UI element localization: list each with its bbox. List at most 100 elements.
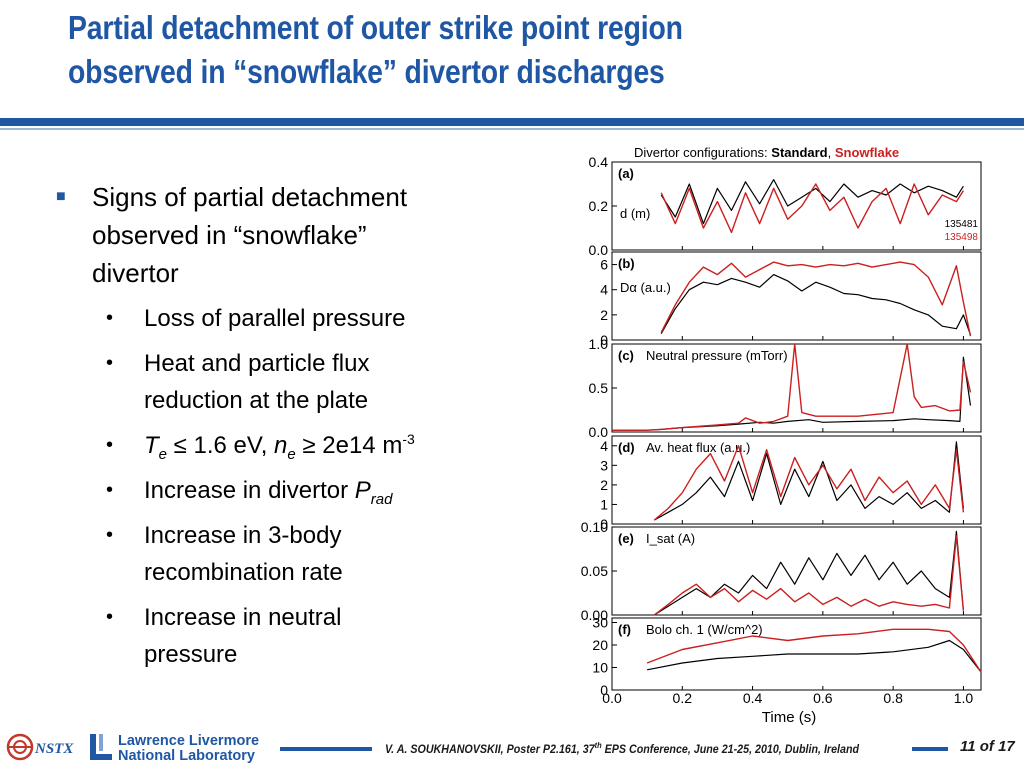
sub-bullet-neutral: • Increase in neutral pressure [56, 599, 526, 673]
figure-header: Divertor configurations: Standard, Snowf… [634, 145, 899, 160]
bullet-list: ■ Signs of partial detachment observed i… [56, 178, 526, 681]
prad-symbol: P [354, 477, 371, 504]
series-line-standard [660, 274, 972, 336]
panel-annotation: Bolo ch. 1 (W/cm^2) [646, 622, 763, 637]
panel-frame [611, 435, 982, 525]
footer-citation-sup: th [594, 741, 602, 750]
x-tick-label: 0.0 [602, 690, 622, 706]
y-tick-label: 20 [592, 637, 608, 653]
x-tick-label: 0.8 [883, 690, 903, 706]
sub-bullet-text: reduction at the plate [144, 387, 369, 414]
series-line-standard [646, 639, 982, 673]
title-underline [0, 118, 1024, 126]
ne-symbol: n [274, 432, 288, 459]
header-prefix: Divertor configurations: [634, 145, 771, 160]
nstx-logo-text: NSTX [34, 741, 74, 757]
series-line-standard [653, 530, 964, 616]
y-tick-label: 6 [600, 257, 608, 273]
sub-bullet-prad: • Increase in divertor Prad [56, 472, 526, 509]
prad-subscript: rad [370, 490, 393, 508]
te-symbol: T [144, 432, 159, 459]
ne-exponent: -3 [402, 431, 415, 447]
y-tick-label: 2 [600, 307, 608, 323]
main-bullet-line-3: divertor [92, 258, 179, 288]
x-tick-label: 0.6 [813, 690, 833, 706]
square-bullet-icon: ■ [56, 188, 66, 205]
series-line-snowflake [660, 261, 972, 337]
y-tick-label: 0.2 [589, 198, 609, 214]
y-tick-label: 10 [592, 660, 608, 676]
y-tick-label: 4 [600, 282, 608, 298]
dot-bullet-icon: • [106, 606, 114, 628]
main-bullet: ■ Signs of partial detachment observed i… [56, 178, 526, 292]
series-line-snowflake [653, 445, 965, 521]
y-tick-label: 0.4 [589, 154, 609, 170]
y-tick-label: 0.0 [589, 424, 609, 440]
shot-standard: 135481 [945, 219, 979, 230]
sub-bullet-text: Increase in neutral [144, 604, 342, 631]
series-line-standard [612, 356, 972, 431]
te-subscript: e [158, 445, 168, 463]
panel-label: (f) [618, 622, 631, 637]
sub-bullet-text: Loss of parallel pressure [144, 305, 406, 332]
shot-snowflake: 135498 [945, 232, 979, 243]
main-bullet-line-1: Signs of partial detachment [92, 182, 408, 212]
panel-frame [611, 617, 982, 691]
dot-bullet-icon: • [106, 352, 114, 374]
y-tick-label: 3 [600, 457, 608, 473]
title-line-2: observed in “snowflake” divertor dischar… [68, 53, 665, 90]
series-line-snowflake [653, 535, 965, 616]
series-line-snowflake [660, 183, 964, 234]
title-line-1: Partial detachment of outer strike point… [68, 9, 683, 46]
panel-annotation: d (m) [620, 206, 650, 221]
y-tick-label: 0.0 [589, 242, 609, 258]
panel-annotation: Av. heat flux (a.u.) [646, 440, 750, 455]
header-snowflake: Snowflake [835, 145, 899, 160]
dot-bullet-icon: • [106, 479, 114, 501]
y-tick-label: 0.10 [581, 519, 608, 535]
y-tick-label: 1.0 [589, 336, 609, 352]
footer-rule-left [280, 747, 372, 751]
header-separator: , [828, 145, 835, 160]
sub-bullet-text: pressure [144, 641, 238, 668]
series-line-standard [653, 441, 964, 521]
llnl-logo [90, 734, 112, 760]
divertor-figure: Divertor configurations: Standard, Snowf… [581, 145, 982, 725]
panel-frame [611, 251, 982, 341]
dot-bullet-icon: • [106, 524, 114, 546]
panel-annotation: I_sat (A) [646, 531, 695, 546]
llnl-name: Lawrence Livermore National Laboratory [118, 734, 259, 764]
sub-bullet-text: recombination rate [144, 559, 343, 586]
x-tick-label: 0.4 [743, 690, 763, 706]
prad-text: Increase in divertor [144, 477, 355, 504]
panel-annotation: Neutral pressure (mTorr) [646, 348, 788, 363]
y-tick-label: 4 [600, 438, 608, 454]
y-tick-label: 0.5 [589, 380, 609, 396]
te-text: ≤ 1.6 eV, [167, 432, 275, 459]
dot-bullet-icon: • [106, 307, 114, 329]
panel-label: (c) [618, 348, 634, 363]
footer-citation: V. A. SOUKHANOVSKII, Poster P2.161, 37th… [385, 741, 859, 756]
nstx-logo: NSTX [6, 733, 74, 761]
llnl-line-2: National Laboratory [118, 748, 255, 764]
footer-citation-post: EPS Conference, June 21-25, 2010, Dublin… [601, 743, 860, 756]
y-tick-label: 0.05 [581, 563, 608, 579]
header-standard: Standard [771, 145, 827, 160]
x-axis-label: Time (s) [762, 709, 816, 725]
y-tick-label: 0 [600, 516, 608, 532]
panel-label: (e) [618, 531, 634, 546]
footer-rule-right [912, 747, 948, 751]
ne-subscript: e [287, 445, 296, 463]
panel-label: (d) [618, 440, 635, 455]
panel-label: (b) [618, 256, 635, 271]
x-tick-label: 1.0 [954, 690, 974, 706]
y-tick-label: 30 [592, 615, 608, 631]
dot-bullet-icon: • [106, 434, 114, 456]
series-line-snowflake [612, 343, 972, 431]
sub-bullet-heat: • Heat and particle flux reduction at th… [56, 345, 526, 419]
y-tick-label: 0.00 [581, 607, 608, 623]
sub-bullets: • Loss of parallel pressure • Heat and p… [56, 300, 526, 673]
y-tick-label: 0 [600, 682, 608, 698]
y-tick-label: 2 [600, 477, 608, 493]
